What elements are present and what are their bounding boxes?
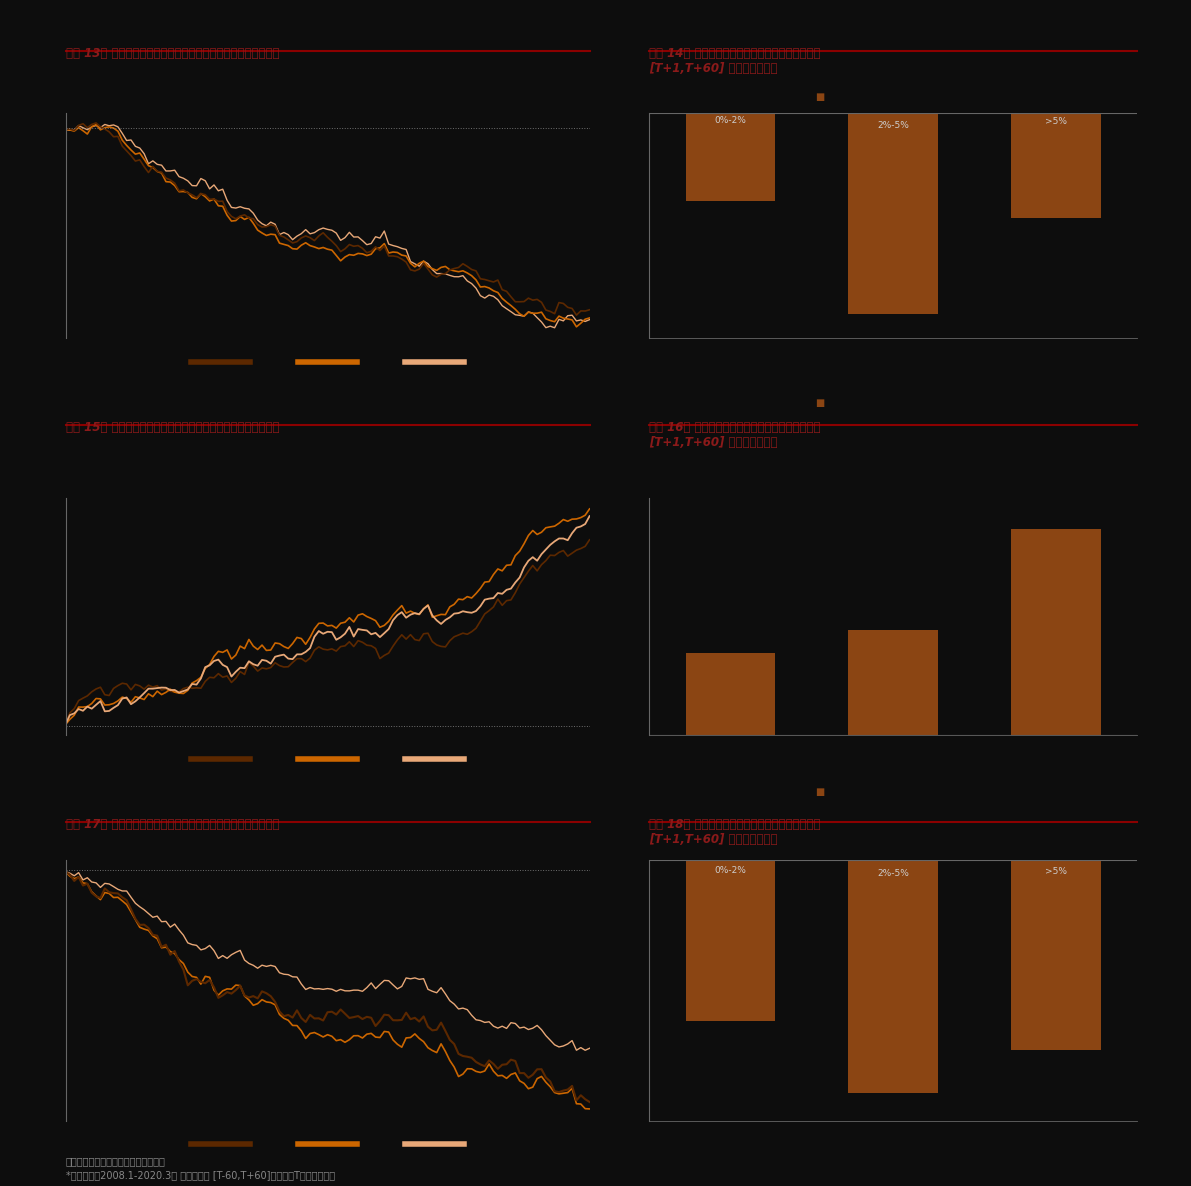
Bar — [1011, 113, 1100, 218]
Text: 图表 14： 不同公夸持仓比例的个股发布业绩坏消息
[T+1,T+60] 日累计超额收益: 图表 14： 不同公夸持仓比例的个股发布业绩坏消息 [T+1,T+60] 日累计… — [649, 47, 821, 76]
Text: 0%-2%: 0%-2% — [715, 866, 747, 875]
Bar — [848, 860, 939, 1092]
Text: >5%: >5% — [1045, 867, 1067, 876]
Bar — [1011, 860, 1100, 1051]
Bar — [848, 630, 939, 735]
Text: 图表 13： 不同公夸持仓比例的个股发布业绩坏消息累计超额收益: 图表 13： 不同公夸持仓比例的个股发布业绩坏消息累计超额收益 — [66, 47, 279, 60]
Text: 0%-2%: 0%-2% — [715, 116, 747, 126]
Text: 2%-5%: 2%-5% — [878, 121, 909, 129]
Bar — [1011, 529, 1100, 735]
Text: 图表 17： 不同外资持仓比例的个股发布业绩坏消息累计超额收益: 图表 17： 不同外资持仓比例的个股发布业绩坏消息累计超额收益 — [66, 818, 279, 831]
Bar — [686, 113, 775, 200]
Text: ■: ■ — [816, 788, 824, 797]
Text: ■: ■ — [816, 398, 824, 408]
Text: 图表 18： 不同外资持仓比例的个股发布业绩坏消息
[T+1,T+60] 日累计超额收益: 图表 18： 不同外资持仓比例的个股发布业绩坏消息 [T+1,T+60] 日累计… — [649, 818, 821, 847]
Text: 图表 15： 不同外资持仓比例的个股发布业绩好消息累计超额收益: 图表 15： 不同外资持仓比例的个股发布业绩好消息累计超额收益 — [66, 421, 279, 434]
Text: ■: ■ — [816, 93, 824, 102]
Text: 资料来源：万得资讯、中金公司研究部: 资料来源：万得资讯、中金公司研究部 — [66, 1156, 166, 1166]
Text: 2%-5%: 2%-5% — [878, 869, 909, 878]
Bar — [686, 652, 775, 735]
Text: *时间区间为2008.1-2020.3， 业绩窗口为 [T-60,T+60]公布日，T为业绩发布日: *时间区间为2008.1-2020.3， 业绩窗口为 [T-60,T+60]公布… — [66, 1171, 335, 1180]
Text: >5%: >5% — [1045, 117, 1067, 126]
Text: 图表 16： 不同外资持仓比例的个股发布业绩好消息
[T+1,T+60] 日累计超额收益: 图表 16： 不同外资持仓比例的个股发布业绩好消息 [T+1,T+60] 日累计… — [649, 421, 821, 449]
Bar — [686, 860, 775, 1021]
Bar — [848, 113, 939, 314]
